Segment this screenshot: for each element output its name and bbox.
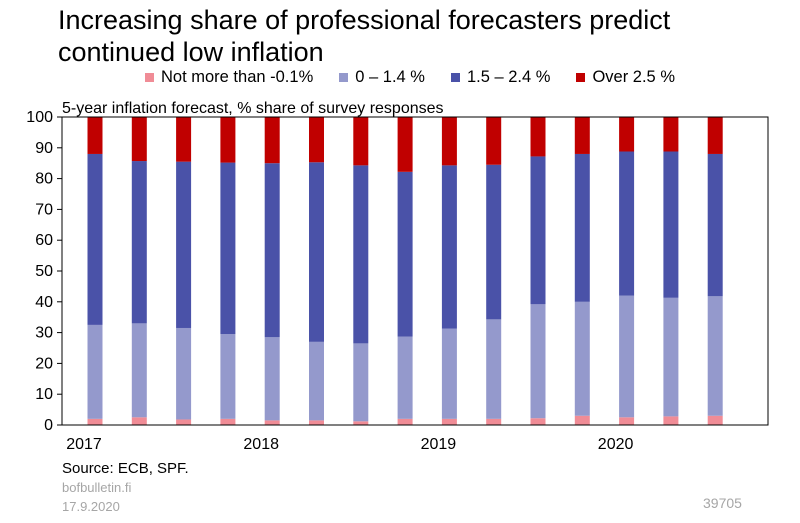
bar-segment-2019Q3-s2	[530, 156, 546, 305]
x-tick-label: 2017	[66, 436, 102, 453]
bar-segment-2019Q1-s0	[441, 418, 457, 425]
plot-frame	[61, 116, 769, 426]
legend-item-over-2-5: Over 2.5 %	[576, 68, 675, 87]
bar-segment-2017Q1-s3	[87, 117, 103, 154]
bar-segment-2017Q3-s0	[176, 419, 192, 425]
bar-segment-2019Q1-s2	[441, 165, 457, 329]
bar-segment-2020Q1-s3	[619, 117, 635, 152]
bar-segment-2017Q4-s0	[220, 418, 236, 425]
bar-segment-2017Q4-s2	[220, 162, 236, 335]
legend-swatch	[145, 73, 154, 82]
y-tick-label: 10	[35, 386, 53, 403]
bar-segment-2017Q1-s0	[87, 418, 103, 425]
y-tick-label: 40	[35, 294, 53, 311]
bar-segment-2017Q2-s2	[131, 161, 147, 324]
x-tick-label: 2018	[243, 436, 279, 453]
legend-swatch	[450, 73, 460, 82]
bar-segment-2017Q2-s1	[131, 323, 147, 418]
y-tick-label: 0	[44, 417, 53, 434]
bar-segment-2020Q1-s2	[619, 151, 635, 296]
bar-segment-2020Q3-s3	[707, 117, 723, 154]
bar-segment-2019Q1-s3	[441, 117, 457, 166]
y-tick-label: 90	[35, 140, 53, 157]
bar-segment-2018Q1-s3	[264, 117, 280, 164]
bar-segment-2020Q3-s1	[707, 296, 723, 416]
bar-segment-2018Q2-s1	[309, 341, 324, 421]
bar-segment-2018Q3-s2	[353, 165, 369, 344]
y-tick-label: 100	[26, 109, 53, 126]
bar-segment-2017Q1-s1	[87, 324, 103, 419]
legend-item-0-to-1-4: 0 – 1.4 %	[339, 68, 425, 87]
bar-segment-2019Q1-s1	[441, 328, 457, 419]
legend-label: Not more than -0.1%	[161, 68, 314, 86]
y-tick-label: 20	[35, 355, 53, 372]
chart-title: Increasing share of professional forecas…	[58, 5, 671, 67]
bar-segment-2020Q3-s2	[707, 153, 723, 297]
bar-segment-2020Q3-s0	[707, 415, 723, 425]
bar-segment-2019Q4-s3	[574, 117, 590, 154]
bar-segment-2020Q2-s0	[663, 416, 679, 425]
bar-segment-2018Q4-s1	[397, 336, 413, 419]
bar-segment-2017Q4-s1	[220, 334, 236, 419]
bar-segment-2019Q2-s0	[486, 418, 502, 425]
bar-segment-2019Q3-s0	[530, 418, 546, 425]
bar-segment-2017Q3-s1	[176, 327, 192, 420]
bar-segment-2019Q2-s2	[486, 164, 502, 320]
legend-label: 0 – 1.4 %	[355, 68, 425, 86]
date-label: 17.9.2020	[62, 499, 120, 514]
site-label: bofbulletin.fi	[62, 480, 132, 495]
bar-segment-2020Q2-s1	[663, 297, 679, 417]
bar-segment-2020Q2-s3	[663, 117, 679, 152]
bar-segment-2018Q4-s0	[397, 418, 413, 425]
bar-segment-2018Q3-s1	[353, 343, 369, 422]
bar-segment-2017Q1-s2	[87, 153, 103, 325]
source-note: Source: ECB, SPF.	[62, 460, 189, 477]
x-tick-label: 2020	[598, 436, 634, 453]
bar-segment-2019Q4-s1	[574, 301, 590, 416]
bar-segment-2019Q3-s3	[530, 117, 546, 157]
y-tick-label: 30	[35, 325, 53, 342]
bar-segment-2018Q1-s1	[264, 337, 280, 421]
legend-label: Over 2.5 %	[592, 68, 675, 86]
bar-segment-2019Q4-s0	[574, 415, 590, 425]
y-axis-label: 5-year inflation forecast, % share of su…	[62, 100, 444, 117]
bar-segment-2020Q1-s0	[619, 417, 635, 425]
legend-swatch	[576, 73, 586, 82]
chart-id: 39705	[703, 495, 742, 511]
bar-segment-2018Q2-s3	[309, 117, 324, 163]
y-tick-label: 70	[35, 201, 53, 218]
bars-layer	[87, 117, 723, 425]
bar-segment-2020Q2-s2	[663, 151, 679, 298]
y-tick-label: 80	[35, 171, 53, 188]
bar-segment-2019Q3-s1	[530, 304, 546, 419]
legend-item-not-more-than-minus-0-1: Not more than -0.1%	[145, 68, 313, 87]
bar-segment-2019Q2-s3	[486, 117, 502, 165]
bar-segment-2018Q4-s2	[397, 171, 413, 337]
legend-item-1-5-to-2-4: 1.5 – 2.4 %	[450, 68, 551, 87]
legend: Not more than -0.1% 0 – 1.4 % 1.5 – 2.4 …	[145, 68, 675, 87]
axes-layer: 0 10 20 30 40 50 60 70 80 90 100 2017 2018 2019 2020	[26, 109, 769, 453]
bar-segment-2019Q2-s1	[486, 319, 502, 419]
bar-segment-2018Q1-s2	[264, 163, 280, 338]
bar-segment-2020Q1-s1	[619, 295, 635, 418]
x-tick-label: 2019	[421, 436, 457, 453]
y-tick-label: 60	[35, 232, 53, 249]
bar-segment-2018Q2-s2	[309, 162, 324, 342]
bar-segment-2017Q3-s2	[176, 161, 192, 328]
bar-segment-2018Q3-s3	[353, 117, 369, 166]
legend-label: 1.5 – 2.4 %	[466, 68, 551, 86]
bar-segment-2017Q2-s3	[131, 117, 147, 162]
bar-segment-2018Q3-s0	[353, 421, 369, 425]
bar-segment-2017Q4-s3	[220, 117, 236, 163]
bar-segment-2018Q2-s0	[309, 420, 324, 425]
bar-segment-2017Q3-s3	[176, 117, 192, 162]
y-tick-label: 50	[35, 263, 53, 280]
bar-segment-2018Q4-s3	[397, 117, 413, 172]
bar-segment-2017Q2-s0	[131, 417, 147, 425]
legend-swatch	[339, 73, 349, 82]
bar-segment-2019Q4-s2	[574, 153, 590, 302]
bar-segment-2018Q1-s0	[264, 420, 280, 425]
